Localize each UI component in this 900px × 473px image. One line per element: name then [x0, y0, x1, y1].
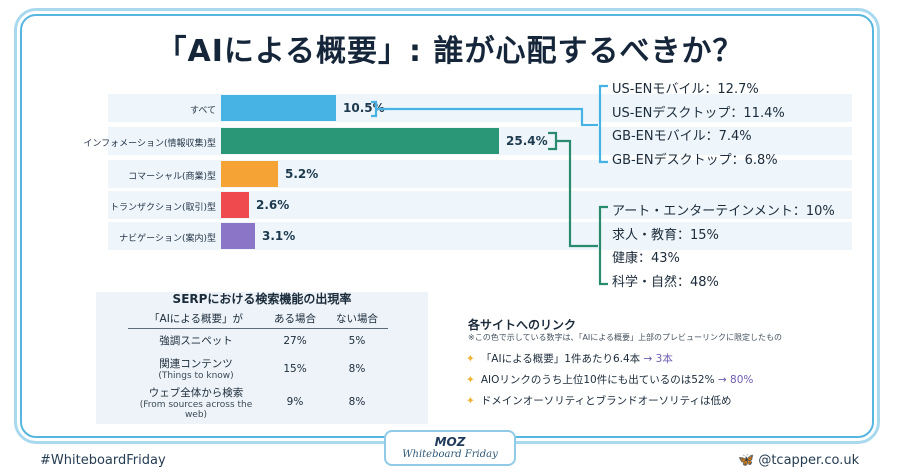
- category-label: コマーシャル(商業)型: [128, 172, 216, 182]
- table-row: 関連コンテンツ (Things to know) 15% 8%: [128, 353, 388, 385]
- row-label: 関連コンテンツ (Things to know): [158, 358, 234, 381]
- logo-wbf-text: Whiteboard Friday: [402, 449, 498, 460]
- bar-navigational: [221, 223, 255, 249]
- butterfly-icon: 🦋: [738, 453, 755, 468]
- without-value: 8%: [348, 362, 366, 375]
- column-header: 「AIによる概要」が: [128, 309, 264, 329]
- bar-transactional: [221, 192, 249, 218]
- column-header: ない場合: [326, 309, 388, 329]
- list-item: ✦ ドメインオーソリティとブランドオーソリティは低め: [466, 395, 732, 407]
- topic-item: アート・エンターテインメント：10%: [612, 204, 835, 219]
- platform-item: US-ENデスクトップ：11.4%: [612, 105, 785, 121]
- category-label: すべて: [189, 106, 216, 116]
- platform-item: GB-ENモバイル：7.4%: [612, 129, 752, 145]
- table-row: ウェブ全体から検索 (From sources across the web) 9…: [128, 385, 388, 420]
- handle-text: @tcapper.co.uk: [758, 453, 860, 468]
- bar-value-label: 25.4%: [506, 134, 548, 148]
- serp-features-table: 「AIによる概要」が ある場合 ない場合 強調スニペット 27% 5% 関連コン…: [128, 309, 388, 420]
- bar-all: [221, 95, 336, 121]
- bar-value-label: 5.2%: [285, 167, 319, 181]
- table-header-row: 「AIによる概要」が ある場合 ない場合: [128, 309, 388, 329]
- bar-value-label: 3.1%: [262, 229, 296, 243]
- category-label: ナビゲーション(案内)型: [119, 234, 216, 244]
- sparkle-icon: ✦: [466, 395, 475, 407]
- page-title: 「AIによる概要」: 誰が心配するべきか？: [156, 34, 744, 69]
- sparkle-icon: ✦: [466, 353, 475, 365]
- with-value: 27%: [283, 334, 307, 347]
- row-label: ウェブ全体から検索 (From sources across the web): [139, 386, 253, 420]
- links-title: 各サイトへのリンク: [468, 318, 577, 332]
- table-row: 強調スニペット 27% 5%: [128, 329, 388, 353]
- platform-connector: [371, 84, 608, 164]
- column-header: ある場合: [264, 309, 326, 329]
- platform-item: US-ENモバイル：12.7%: [612, 82, 759, 97]
- list-item: ✦ AIOリンクのうち上位10件にも出ているのは52% → 80%: [466, 374, 754, 386]
- topic-breakdown-list: アート・エンターテインメント：10% 求人・教育：15% 健康：43% 科学・自…: [612, 200, 835, 294]
- bar-value-label: 2.6%: [256, 198, 290, 212]
- sparkle-icon: ✦: [466, 374, 475, 386]
- bar-value-label: 10.5%: [343, 101, 385, 115]
- category-label: トランザクション(取引)型: [109, 203, 216, 213]
- bar-informational: [221, 128, 499, 154]
- topic-item: 科学・自然：48%: [612, 274, 719, 290]
- moz-whiteboard-friday-logo: MOZ Whiteboard Friday: [384, 430, 516, 466]
- category-label: インフォメーション(情報収集)型: [83, 139, 216, 149]
- logo-moz-text: MOZ: [434, 435, 466, 449]
- platform-item: GB-ENデスクトップ：6.8%: [612, 152, 778, 168]
- serp-features-title: SERPにおける検索機能の出現率: [172, 292, 352, 306]
- with-value: 15%: [283, 362, 307, 375]
- hashtag-link[interactable]: #WhiteboardFriday: [40, 453, 166, 468]
- without-value: 8%: [348, 396, 366, 408]
- bar-commercial: [221, 161, 278, 187]
- topic-connector: [548, 131, 608, 286]
- row-label: 強調スニペット: [159, 335, 233, 348]
- topic-item: 求人・教育：15%: [612, 227, 719, 243]
- platform-breakdown-list: US-ENモバイル：12.7% US-ENデスクトップ：11.4% GB-ENモ…: [612, 78, 785, 172]
- social-handle[interactable]: 🦋 @tcapper.co.uk: [738, 453, 859, 468]
- list-item: ✦ 「AIによる概要」1件あたり6.4本 → 3本: [466, 353, 673, 365]
- with-value: 9%: [286, 396, 304, 408]
- without-value: 5%: [348, 334, 366, 347]
- topic-item: 健康：43%: [612, 251, 680, 267]
- links-note: ※この色で示している数字は、「AIによる概要」上部のプレビューリンクに限定したも…: [468, 333, 783, 342]
